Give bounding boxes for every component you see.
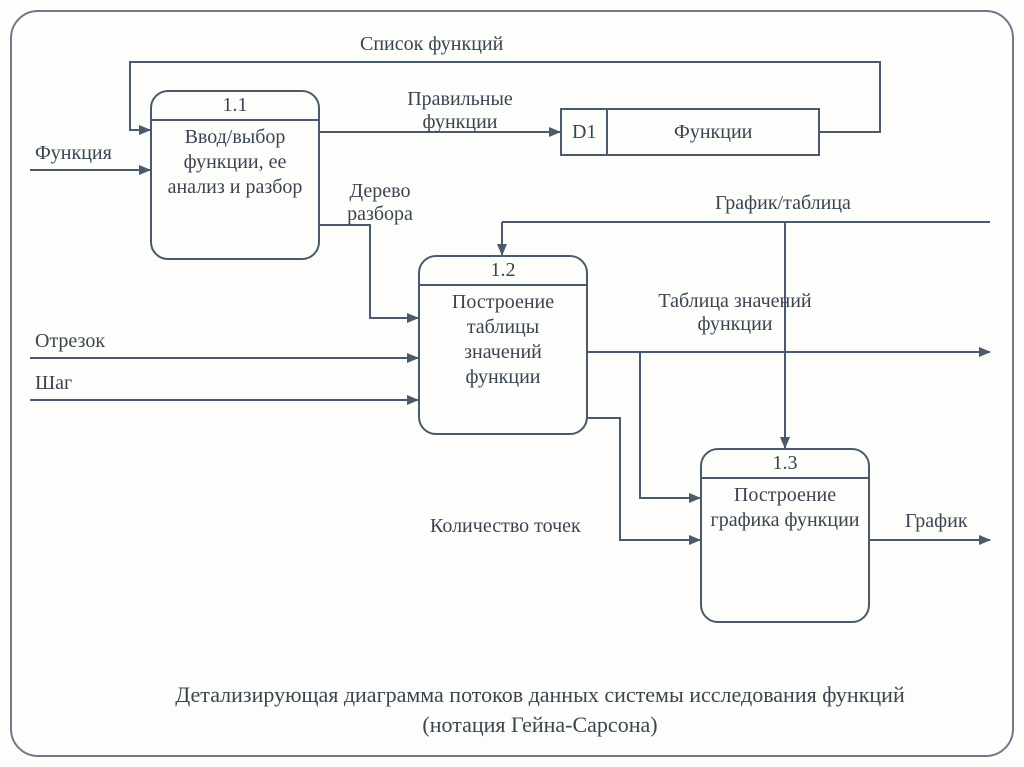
process-1-2-id: 1.2 <box>420 257 586 286</box>
label-step: Шаг <box>35 372 72 395</box>
label-correct: Правильные функции <box>370 88 550 134</box>
process-1-3-id: 1.3 <box>702 450 868 479</box>
datastore-d1-id: D1 <box>562 110 608 154</box>
label-tree: Дерево разбора <box>320 180 440 226</box>
process-1-1-id: 1.1 <box>152 92 318 121</box>
process-1-3-label: Построение графика функции <box>702 479 868 537</box>
label-chart-table-in: График/таблица <box>715 192 851 215</box>
datastore-d1-label: Функции <box>608 110 818 154</box>
process-1-1-label: Ввод/выбор функции, ее анализ и разбор <box>152 121 318 204</box>
process-1-2-label: Построение таблицы значений функции <box>420 286 586 394</box>
label-points: Количество точек <box>430 515 581 538</box>
label-correct-text: Правильные функции <box>407 88 513 133</box>
label-table-out-text: Таблица значений функции <box>658 290 811 335</box>
datastore-d1: D1 Функции <box>560 108 820 156</box>
label-segment: Отрезок <box>35 330 105 353</box>
process-1-3: 1.3 Построение графика функции <box>700 448 870 623</box>
diagram-caption: Детализирующая диаграмма потоков данных … <box>140 680 940 739</box>
label-table-out: Таблица значений функции <box>625 290 845 336</box>
label-graph: График <box>905 510 968 533</box>
label-list: Список функций <box>360 33 503 56</box>
label-input-func: Функция <box>35 142 112 165</box>
process-1-2: 1.2 Построение таблицы значений функции <box>418 255 588 435</box>
label-tree-text: Дерево разбора <box>347 180 413 225</box>
process-1-1: 1.1 Ввод/выбор функции, ее анализ и разб… <box>150 90 320 260</box>
